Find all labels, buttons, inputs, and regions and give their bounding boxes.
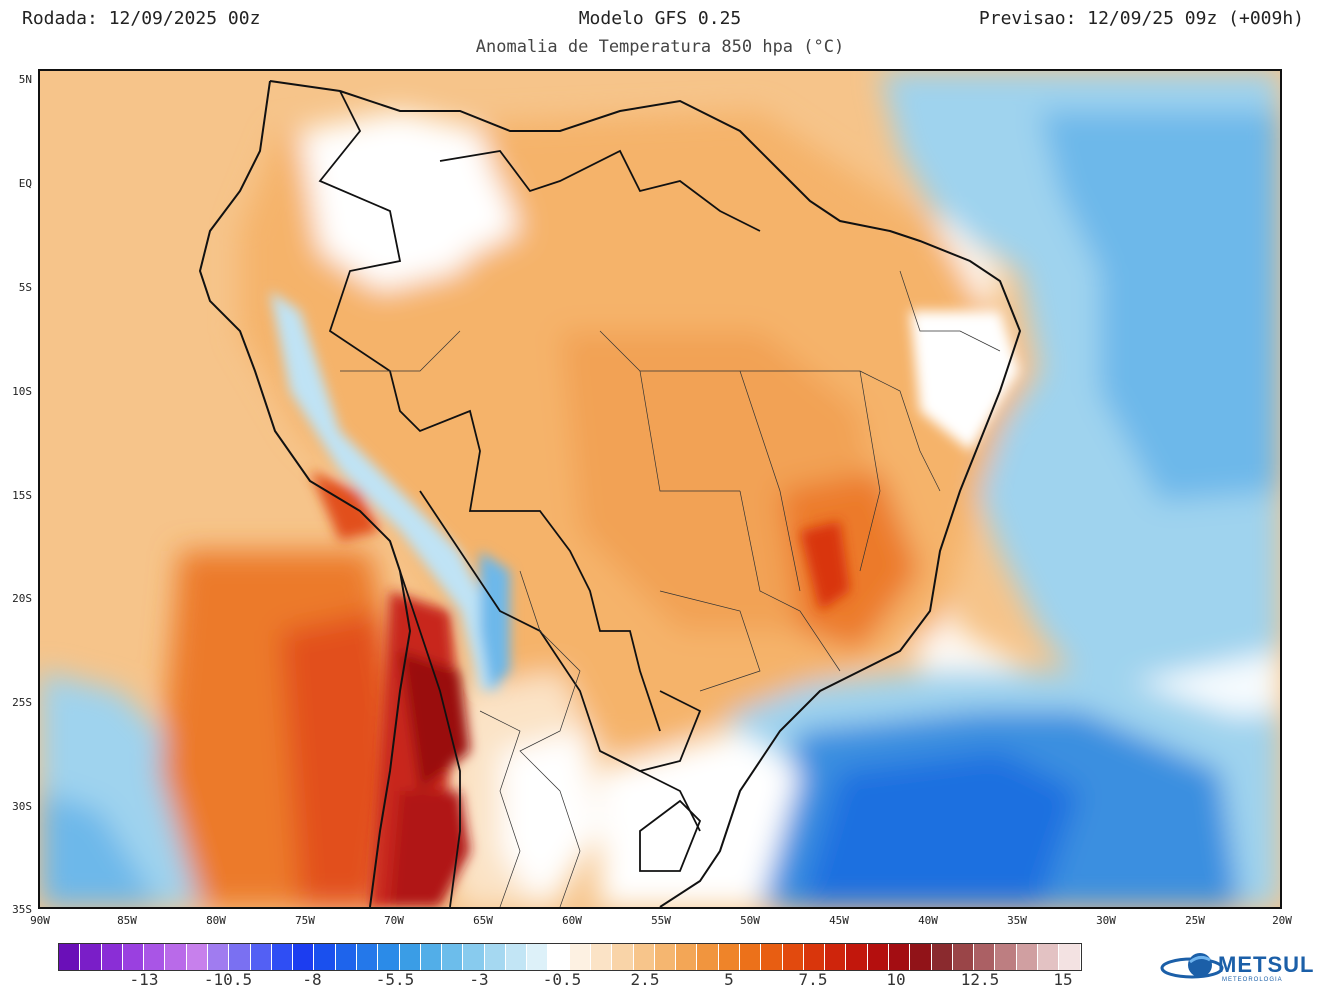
colorbar-cell [186, 944, 208, 970]
colorbar-cell [569, 944, 592, 970]
forecast-time-label: Previsao: 12/09/25 09z (+009h) [978, 8, 1304, 29]
model-title: Modelo GFS 0.25 [578, 8, 742, 29]
colorbar-cell [867, 944, 889, 970]
colorbar-cell [505, 944, 528, 970]
colorbar-cell [442, 944, 464, 970]
colorbar-cell [399, 944, 421, 970]
lon-label: 40W [918, 914, 938, 927]
colorbar-cell [591, 944, 613, 970]
colorbar-cell [697, 944, 719, 970]
lon-label: 90W [30, 914, 50, 927]
lat-label: 30S [12, 800, 32, 813]
lat-label: 5N [18, 73, 32, 86]
colorbar-tick-label: 2.5 [630, 970, 660, 989]
colorbar-cell [314, 944, 336, 970]
colorbar [58, 943, 1082, 971]
colorbar-cell [207, 944, 230, 970]
colorbar-cell [271, 944, 294, 970]
colorbar-cell [825, 944, 847, 970]
lat-label: 10S [12, 385, 32, 398]
lon-label: 55W [651, 914, 671, 927]
lon-label: 65W [473, 914, 493, 927]
lon-label: 70W [384, 914, 404, 927]
lat-label: 35S [12, 903, 32, 916]
colorbar-cell [335, 944, 357, 970]
colorbar-tick-label: -13 [129, 970, 159, 989]
colorbar-tick-label: 12.5 [960, 970, 1000, 989]
colorbar-cell [846, 944, 868, 970]
colorbar-cell [676, 944, 698, 970]
colorbar-cell [761, 944, 783, 970]
colorbar-cell [718, 944, 740, 970]
colorbar-cell [548, 944, 570, 970]
colorbar-cell [612, 944, 634, 970]
colorbar-cell [420, 944, 443, 970]
lon-label: 35W [1007, 914, 1027, 927]
colorbar-cell [888, 944, 911, 970]
country-borders [318, 90, 761, 907]
metsul-logo [1160, 953, 1224, 979]
lat-label: 5S [18, 281, 32, 294]
colorbar-cell [910, 944, 932, 970]
colorbar-cell [250, 944, 272, 970]
colorbar-tick-label: -0.5 [542, 970, 582, 989]
colorbar-cell [80, 944, 102, 970]
colorbar-tick-label: -3 [469, 970, 489, 989]
colorbar-cell [633, 944, 655, 970]
logo-tagline: METEOROLOGIA [1222, 977, 1283, 983]
lon-label: 80W [206, 914, 226, 927]
temperature-anomaly-map [38, 69, 1282, 909]
colorbar-cell [484, 944, 506, 970]
colorbar-cell [59, 944, 81, 970]
colorbar-cell [527, 944, 549, 970]
colorbar-cell [952, 944, 975, 970]
colorbar-cell [974, 944, 996, 970]
anomaly-field-detail [270, 291, 1020, 907]
colorbar-tick-label: -5.5 [375, 970, 415, 989]
lat-label: EQ [18, 177, 32, 190]
colorbar-tick-label: 10 [886, 970, 906, 989]
colorbar-cell [122, 944, 145, 970]
lat-label: 20S [12, 592, 32, 605]
run-time-label: Rodada: 12/09/2025 00z [22, 8, 261, 29]
lon-label: 50W [740, 914, 760, 927]
colorbar-cell [931, 944, 953, 970]
colorbar-cell [378, 944, 400, 970]
lon-label: 85W [117, 914, 137, 927]
colorbar-cell [1059, 944, 1081, 970]
colorbar-cell [101, 944, 123, 970]
colorbar-cell [463, 944, 485, 970]
colorbar-cell [654, 944, 677, 970]
colorbar-tick-label: 7.5 [798, 970, 828, 989]
lon-label: 60W [562, 914, 582, 927]
colorbar-cell [356, 944, 379, 970]
colorbar-tick-label: -8 [302, 970, 322, 989]
colorbar-cell [144, 944, 166, 970]
lon-label: 75W [295, 914, 315, 927]
colorbar-cell [1037, 944, 1060, 970]
colorbar-cell [995, 944, 1017, 970]
lon-label: 20W [1272, 914, 1292, 927]
colorbar-cell [740, 944, 762, 970]
map-subtitle: Anomalia de Temperatura 850 hpa (°C) [475, 37, 845, 57]
colorbar-cell [803, 944, 826, 970]
colorbar-cell [165, 944, 187, 970]
lon-label: 30W [1096, 914, 1116, 927]
logo-name: METSUL [1218, 952, 1315, 977]
colorbar-cell [293, 944, 315, 970]
colorbar-cell [782, 944, 804, 970]
state-borders [340, 270, 1001, 907]
colorbar-tick-label: 5 [724, 970, 734, 989]
lon-label: 45W [829, 914, 849, 927]
coastlines [198, 80, 1022, 907]
map-canvas [40, 71, 1280, 907]
colorbar-tick-label: 15 [1053, 970, 1073, 989]
lon-label: 25W [1185, 914, 1205, 927]
colorbar-cell [229, 944, 251, 970]
lat-label: 15S [12, 489, 32, 502]
colorbar-cell [1016, 944, 1038, 970]
lat-label: 25S [12, 696, 32, 709]
colorbar-tick-label: -10.5 [203, 970, 253, 989]
